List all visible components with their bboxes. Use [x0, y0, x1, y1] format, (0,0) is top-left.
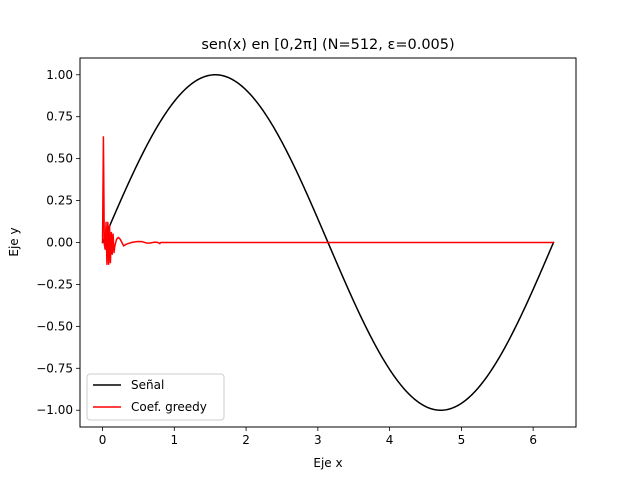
- y-axis-ticks: −1.00 −0.75 −0.50 −0.25 0.00 0.25 0.50 0.75 1.00: [36, 68, 80, 417]
- legend-label-coef-greedy: Coef. greedy: [131, 400, 207, 414]
- x-axis-label: Eje x: [313, 456, 342, 470]
- x-tick-label: 6: [529, 433, 537, 447]
- y-axis-label: Eje y: [7, 227, 21, 256]
- legend: Señal Coef. greedy: [86, 373, 225, 421]
- y-tick-label: 0.50: [46, 152, 73, 166]
- legend-label-senal: Señal: [131, 378, 164, 392]
- series-line-coef-greedy: [101, 136, 554, 266]
- y-tick-label: −1.00: [36, 403, 73, 417]
- x-tick-label: 4: [386, 433, 394, 447]
- y-tick-label: 0.75: [46, 110, 73, 124]
- legend-box: [86, 373, 225, 421]
- chart-title: sen(x) en [0,2π] (N=512, ε=0.005): [201, 37, 454, 53]
- x-tick-label: 1: [170, 433, 178, 447]
- y-tick-label: 0.25: [46, 194, 73, 208]
- x-tick-label: 2: [242, 433, 250, 447]
- y-tick-label: −0.50: [36, 319, 73, 333]
- x-tick-label: 3: [314, 433, 322, 447]
- x-tick-label: 0: [99, 433, 107, 447]
- x-tick-label: 5: [458, 433, 466, 447]
- plot-area: [101, 74, 555, 411]
- y-tick-label: 1.00: [46, 68, 73, 82]
- y-tick-label: −0.75: [36, 361, 73, 375]
- x-axis-ticks: 0 1 2 3 4 5 6: [99, 427, 537, 447]
- y-tick-label: −0.25: [36, 277, 73, 291]
- y-tick-label: 0.00: [46, 236, 73, 250]
